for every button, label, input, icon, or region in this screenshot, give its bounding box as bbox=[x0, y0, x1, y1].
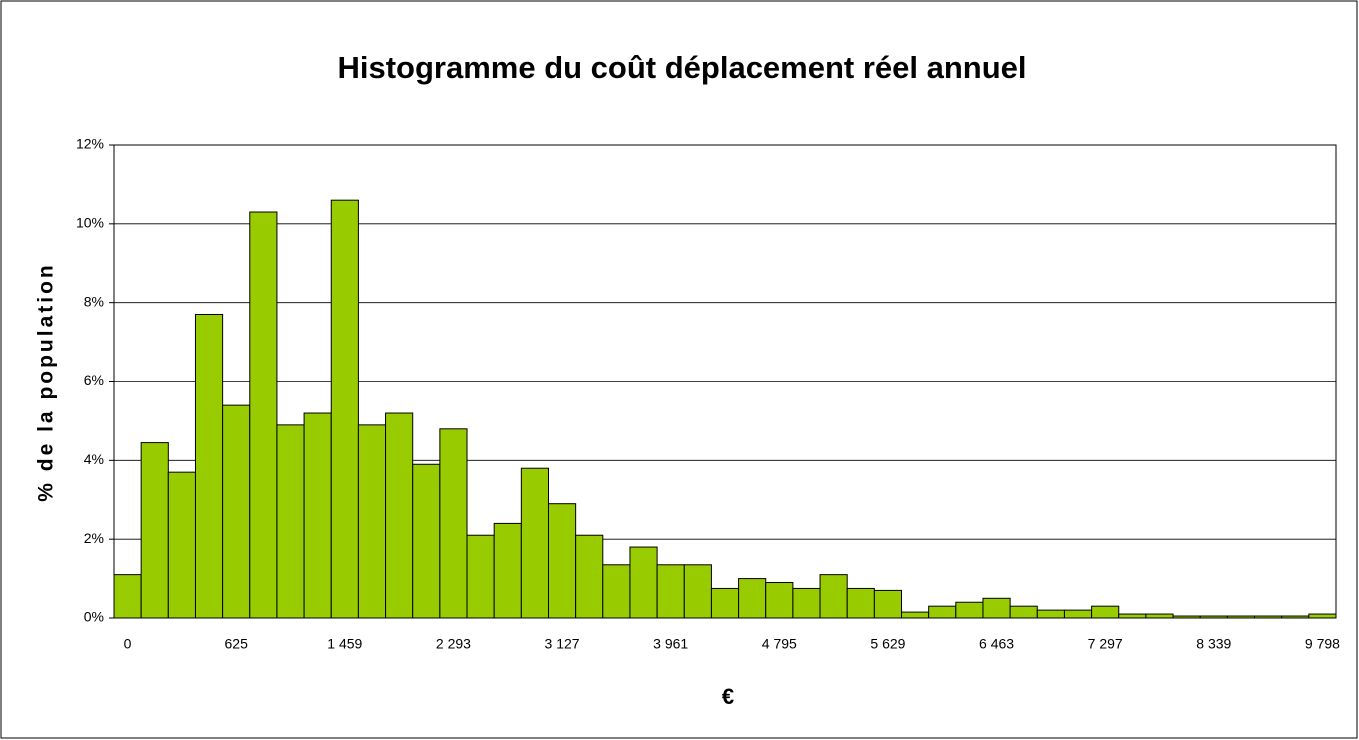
bar bbox=[1009, 605, 1038, 619]
x-tick-label: 2 293 bbox=[436, 636, 471, 652]
bar bbox=[303, 412, 332, 619]
y-tick-label: 12% bbox=[76, 136, 104, 152]
bar bbox=[765, 582, 794, 619]
bar bbox=[656, 564, 685, 619]
y-tick-label: 2% bbox=[84, 530, 104, 546]
x-tick-label: 8 339 bbox=[1196, 636, 1231, 652]
bar bbox=[385, 412, 414, 619]
bar bbox=[249, 211, 278, 619]
x-tick-label: 625 bbox=[225, 636, 249, 652]
bar bbox=[928, 605, 957, 619]
bar bbox=[982, 597, 1011, 619]
bar bbox=[1118, 613, 1147, 619]
x-tick-label: 0 bbox=[124, 636, 132, 652]
bar bbox=[547, 503, 577, 619]
bar bbox=[520, 467, 549, 619]
bar bbox=[276, 424, 305, 619]
bar bbox=[683, 564, 712, 619]
bar bbox=[819, 574, 848, 619]
bar bbox=[466, 534, 495, 619]
bar bbox=[194, 313, 224, 619]
y-tick-label: 8% bbox=[84, 293, 104, 309]
y-axis-title: % de la population bbox=[35, 262, 58, 502]
bar bbox=[167, 471, 196, 619]
bar bbox=[1145, 613, 1174, 619]
bar bbox=[493, 522, 522, 619]
bar bbox=[846, 587, 875, 619]
bar bbox=[113, 574, 142, 619]
bar bbox=[1036, 609, 1065, 619]
x-tick-label: 6 463 bbox=[979, 636, 1014, 652]
bar bbox=[140, 442, 169, 619]
x-axis-title: € bbox=[722, 684, 734, 709]
bar bbox=[439, 428, 468, 619]
bar bbox=[629, 546, 658, 619]
bar bbox=[873, 589, 903, 619]
bar bbox=[1308, 613, 1337, 619]
y-tick-label: 10% bbox=[76, 215, 104, 231]
bar bbox=[738, 578, 767, 619]
bar bbox=[792, 587, 821, 619]
plot-border bbox=[113, 144, 1337, 619]
bar bbox=[575, 534, 604, 619]
bar bbox=[1091, 605, 1120, 619]
bar bbox=[955, 601, 984, 619]
bar bbox=[901, 611, 930, 619]
x-tick-label: 7 297 bbox=[1088, 636, 1123, 652]
bar bbox=[330, 199, 359, 619]
bar bbox=[412, 463, 441, 619]
y-tick-label: 0% bbox=[84, 609, 104, 625]
x-tick-label: 3 961 bbox=[653, 636, 688, 652]
bar bbox=[710, 587, 740, 619]
x-tick-label: 4 795 bbox=[762, 636, 797, 652]
x-tick-label: 9 798 bbox=[1305, 636, 1340, 652]
y-tick-label: 6% bbox=[84, 372, 104, 388]
x-tick-label: 3 127 bbox=[545, 636, 580, 652]
x-tick-label: 1 459 bbox=[327, 636, 362, 652]
x-tick-label: 5 629 bbox=[870, 636, 905, 652]
bar bbox=[222, 404, 251, 619]
bar bbox=[1063, 609, 1093, 619]
chart-title: Histogramme du coût déplacement réel ann… bbox=[337, 50, 1026, 85]
y-tick-label: 4% bbox=[84, 451, 104, 467]
bar bbox=[357, 424, 387, 619]
bar bbox=[602, 564, 631, 619]
